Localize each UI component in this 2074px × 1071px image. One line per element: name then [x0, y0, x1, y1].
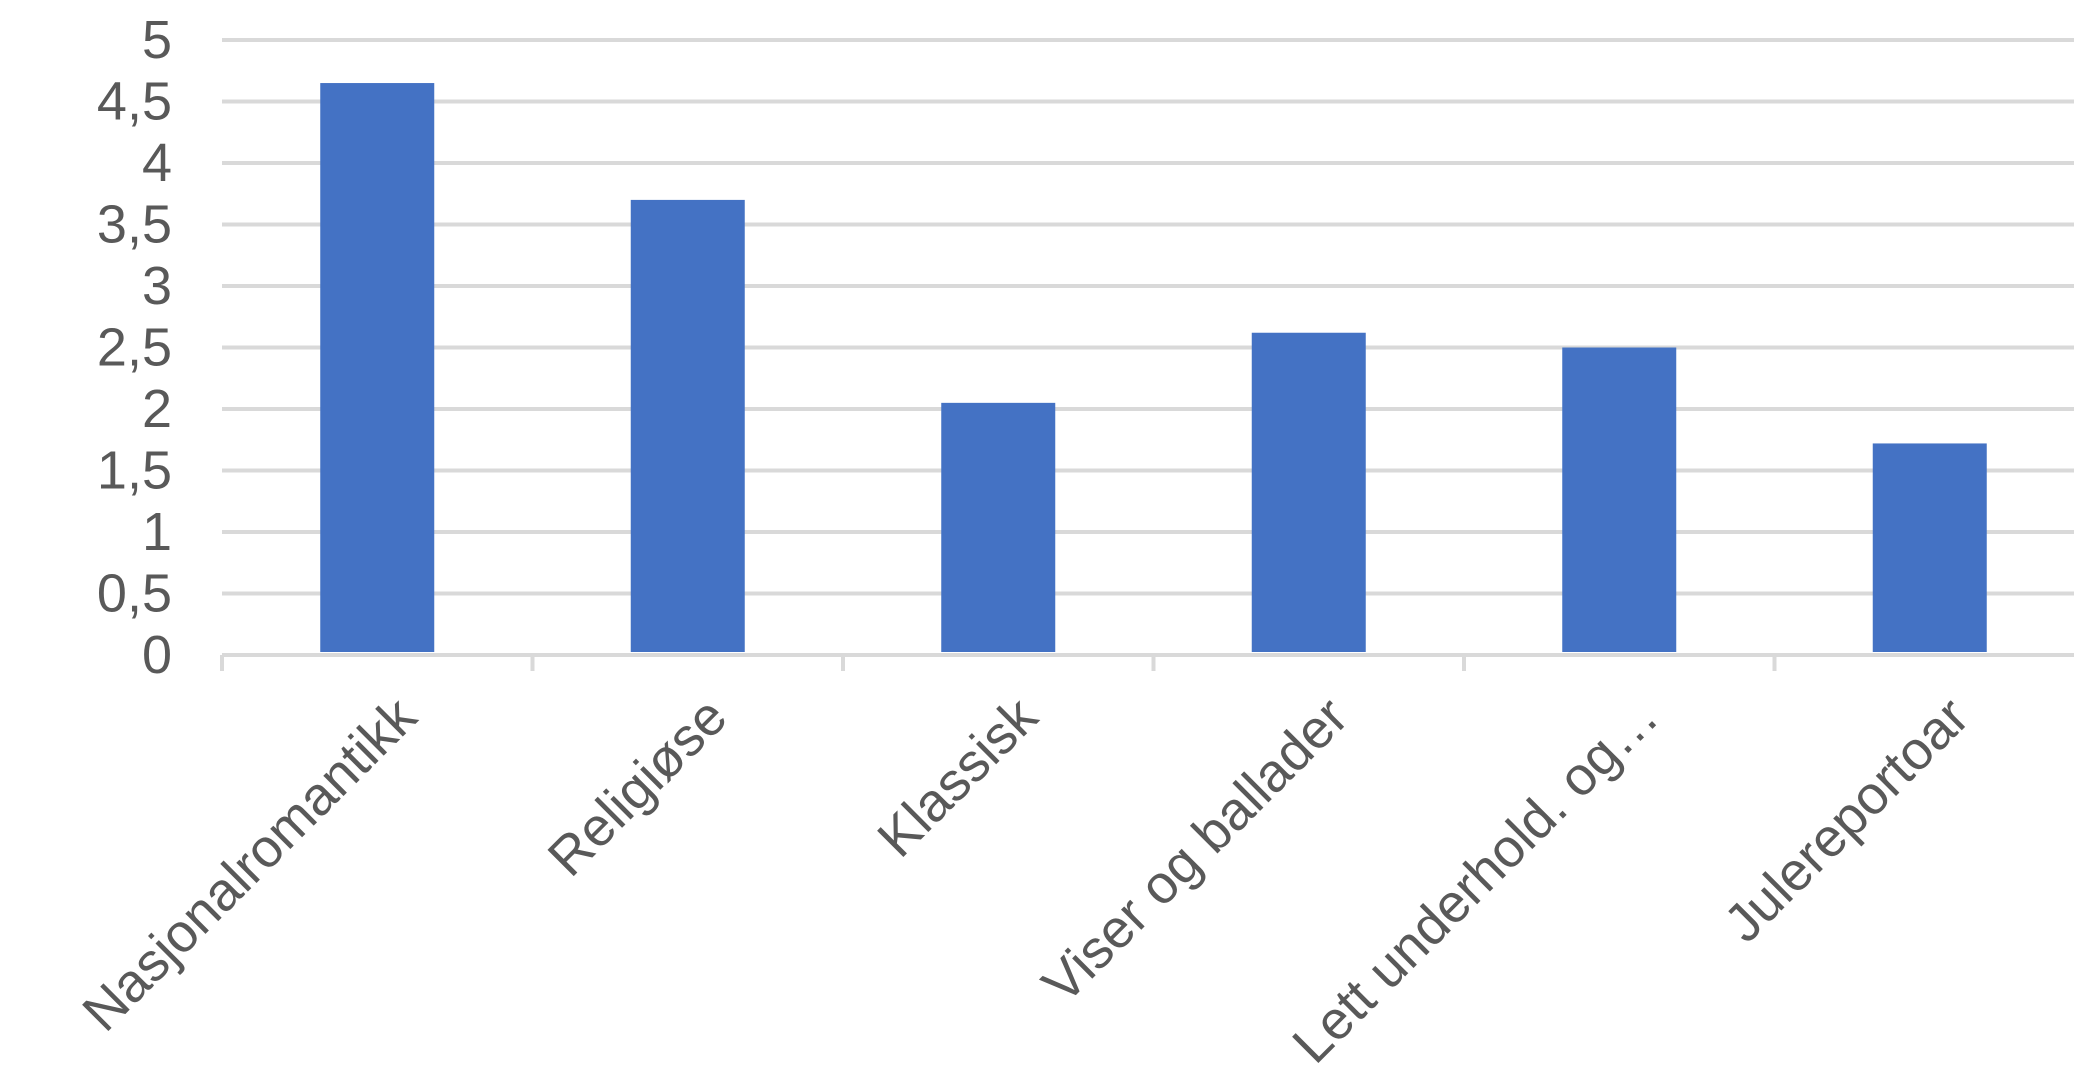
- bar: [1251, 332, 1366, 652]
- y-tick-label: 4,5: [97, 72, 172, 132]
- y-tick-label: 1: [142, 502, 172, 562]
- gridlines: [222, 38, 2074, 596]
- bar: [1872, 443, 1987, 652]
- bars: [320, 83, 1987, 653]
- x-tick-label: Klassisk: [866, 685, 1049, 868]
- y-tick-label: 3,5: [97, 195, 172, 255]
- x-axis-tick-labels: Nasjonalromantikk Religiøse KlassiskViser …: [71, 685, 1980, 1071]
- bar: [941, 402, 1056, 652]
- y-tick-label: 3: [142, 256, 172, 316]
- bar: [630, 199, 745, 652]
- y-tick-label: 4: [142, 133, 172, 193]
- bar: [1562, 347, 1677, 652]
- x-tick-label: Julereportoar: [1713, 686, 1980, 953]
- y-tick-label: 2: [142, 379, 172, 439]
- y-tick-label: 5: [142, 10, 172, 70]
- x-axis: [220, 653, 2074, 671]
- y-tick-label: 0: [142, 625, 172, 685]
- bar: [320, 83, 435, 653]
- x-tick-label: Religiøse: [537, 686, 739, 888]
- x-tick-label: Nasjonalromantikk: [71, 685, 428, 1042]
- y-tick-label: 1,5: [97, 441, 172, 501]
- y-tick-label: 2,5: [97, 318, 172, 378]
- y-axis-tick-labels: 00,511,522,533,544,55: [97, 10, 172, 685]
- y-tick-label: 0,5: [97, 564, 172, 624]
- x-tick-label: Viser og ballader: [1031, 686, 1359, 1014]
